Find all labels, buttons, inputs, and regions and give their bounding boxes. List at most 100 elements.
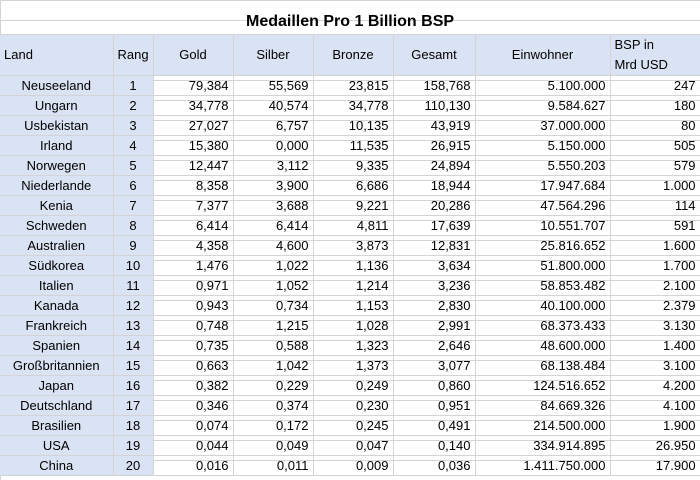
cell-bronze[interactable]: 6,686: [313, 175, 394, 196]
cell-einwohner[interactable]: 17.947.684: [475, 175, 611, 196]
cell-einwohner[interactable]: 25.816.652: [475, 235, 611, 256]
cell-rang[interactable]: 17: [113, 395, 154, 416]
cell-rang[interactable]: 10: [113, 255, 154, 276]
cell-bsp[interactable]: 180: [610, 95, 700, 116]
cell-silber[interactable]: 40,574: [233, 95, 314, 116]
header-rang[interactable]: Rang: [113, 34, 154, 76]
cell-rang[interactable]: 9: [113, 235, 154, 256]
cell-bsp[interactable]: 1.600: [610, 235, 700, 256]
cell-gold[interactable]: 0,346: [153, 395, 234, 416]
cell-gesamt[interactable]: 0,491: [393, 415, 476, 436]
cell-gold[interactable]: 1,476: [153, 255, 234, 276]
cell-land[interactable]: Usbekistan: [0, 115, 114, 136]
cell-bsp[interactable]: 247: [610, 75, 700, 96]
cell-gold[interactable]: 0,748: [153, 315, 234, 336]
cell-bsp[interactable]: 579: [610, 155, 700, 176]
header-einwohner[interactable]: Einwohner: [475, 34, 611, 76]
cell-bsp[interactable]: 1.000: [610, 175, 700, 196]
cell-einwohner[interactable]: 214.500.000: [475, 415, 611, 436]
cell-gesamt[interactable]: 158,768: [393, 75, 476, 96]
cell-bsp[interactable]: 2.379: [610, 295, 700, 316]
cell-rang[interactable]: 19: [113, 435, 154, 456]
cell-bronze[interactable]: 1,323: [313, 335, 394, 356]
cell-land[interactable]: Kenia: [0, 195, 114, 216]
cell-gesamt[interactable]: 0,140: [393, 435, 476, 456]
cell-einwohner[interactable]: 58.853.482: [475, 275, 611, 296]
cell-gesamt[interactable]: 3,634: [393, 255, 476, 276]
cell-bronze[interactable]: 0,230: [313, 395, 394, 416]
cell-bronze[interactable]: 9,335: [313, 155, 394, 176]
cell-gesamt[interactable]: 3,077: [393, 355, 476, 376]
cell-bsp[interactable]: 17.900: [610, 455, 700, 476]
cell-gesamt[interactable]: 24,894: [393, 155, 476, 176]
cell-gesamt[interactable]: 43,919: [393, 115, 476, 136]
cell-einwohner[interactable]: 68.138.484: [475, 355, 611, 376]
cell-silber[interactable]: 0,049: [233, 435, 314, 456]
cell-rang[interactable]: 5: [113, 155, 154, 176]
cell-rang[interactable]: 6: [113, 175, 154, 196]
header-bronze[interactable]: Bronze: [313, 34, 394, 76]
cell-gold[interactable]: 0,382: [153, 375, 234, 396]
cell-gesamt[interactable]: 2,830: [393, 295, 476, 316]
cell-land[interactable]: Neuseeland: [0, 75, 114, 96]
cell-gold[interactable]: 27,027: [153, 115, 234, 136]
cell-bronze[interactable]: 9,221: [313, 195, 394, 216]
cell-bsp[interactable]: 591: [610, 215, 700, 236]
cell-einwohner[interactable]: 47.564.296: [475, 195, 611, 216]
cell-silber[interactable]: 1,022: [233, 255, 314, 276]
cell-gold[interactable]: 15,380: [153, 135, 234, 156]
cell-bronze[interactable]: 34,778: [313, 95, 394, 116]
cell-land[interactable]: Irland: [0, 135, 114, 156]
header-land[interactable]: Land: [0, 34, 114, 76]
cell-gold[interactable]: 0,971: [153, 275, 234, 296]
cell-gold[interactable]: 4,358: [153, 235, 234, 256]
cell-bsp[interactable]: 505: [610, 135, 700, 156]
cell-silber[interactable]: 6,757: [233, 115, 314, 136]
cell-land[interactable]: Spanien: [0, 335, 114, 356]
cell-einwohner[interactable]: 40.100.000: [475, 295, 611, 316]
cell-land[interactable]: Schweden: [0, 215, 114, 236]
cell-rang[interactable]: 14: [113, 335, 154, 356]
cell-gold[interactable]: 79,384: [153, 75, 234, 96]
cell-gold[interactable]: 0,074: [153, 415, 234, 436]
cell-gesamt[interactable]: 17,639: [393, 215, 476, 236]
cell-gesamt[interactable]: 110,130: [393, 95, 476, 116]
cell-rang[interactable]: 8: [113, 215, 154, 236]
cell-bsp[interactable]: 2.100: [610, 275, 700, 296]
header-bsp[interactable]: BSP in Mrd USD: [610, 34, 700, 76]
cell-land[interactable]: China: [0, 455, 114, 476]
cell-gold[interactable]: 0,016: [153, 455, 234, 476]
cell-land[interactable]: Kanada: [0, 295, 114, 316]
cell-bronze[interactable]: 10,135: [313, 115, 394, 136]
cell-bronze[interactable]: 0,245: [313, 415, 394, 436]
cell-gesamt[interactable]: 26,915: [393, 135, 476, 156]
cell-gesamt[interactable]: 0,860: [393, 375, 476, 396]
cell-einwohner[interactable]: 334.914.895: [475, 435, 611, 456]
cell-land[interactable]: Italien: [0, 275, 114, 296]
cell-einwohner[interactable]: 37.000.000: [475, 115, 611, 136]
cell-bronze[interactable]: 1,373: [313, 355, 394, 376]
cell-rang[interactable]: 16: [113, 375, 154, 396]
header-silber[interactable]: Silber: [233, 34, 314, 76]
cell-bsp[interactable]: 1.700: [610, 255, 700, 276]
cell-bronze[interactable]: 0,047: [313, 435, 394, 456]
cell-land[interactable]: USA: [0, 435, 114, 456]
cell-bronze[interactable]: 1,214: [313, 275, 394, 296]
cell-bronze[interactable]: 23,815: [313, 75, 394, 96]
cell-land[interactable]: Südkorea: [0, 255, 114, 276]
cell-silber[interactable]: 1,052: [233, 275, 314, 296]
cell-gold[interactable]: 6,414: [153, 215, 234, 236]
cell-einwohner[interactable]: 5.150.000: [475, 135, 611, 156]
cell-bsp[interactable]: 4.100: [610, 395, 700, 416]
cell-einwohner[interactable]: 51.800.000: [475, 255, 611, 276]
cell-bsp[interactable]: 4.200: [610, 375, 700, 396]
cell-bsp[interactable]: 26.950: [610, 435, 700, 456]
cell-rang[interactable]: 1: [113, 75, 154, 96]
cell-silber[interactable]: 55,569: [233, 75, 314, 96]
cell-silber[interactable]: 1,215: [233, 315, 314, 336]
cell-einwohner[interactable]: 1.411.750.000: [475, 455, 611, 476]
cell-silber[interactable]: 1,042: [233, 355, 314, 376]
cell-silber[interactable]: 3,900: [233, 175, 314, 196]
header-gold[interactable]: Gold: [153, 34, 234, 76]
cell-silber[interactable]: 0,374: [233, 395, 314, 416]
